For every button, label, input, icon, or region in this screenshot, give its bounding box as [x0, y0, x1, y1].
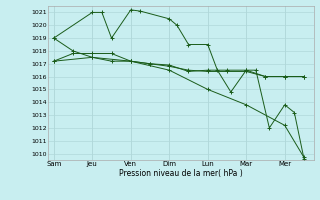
X-axis label: Pression niveau de la mer( hPa ): Pression niveau de la mer( hPa ): [119, 169, 243, 178]
